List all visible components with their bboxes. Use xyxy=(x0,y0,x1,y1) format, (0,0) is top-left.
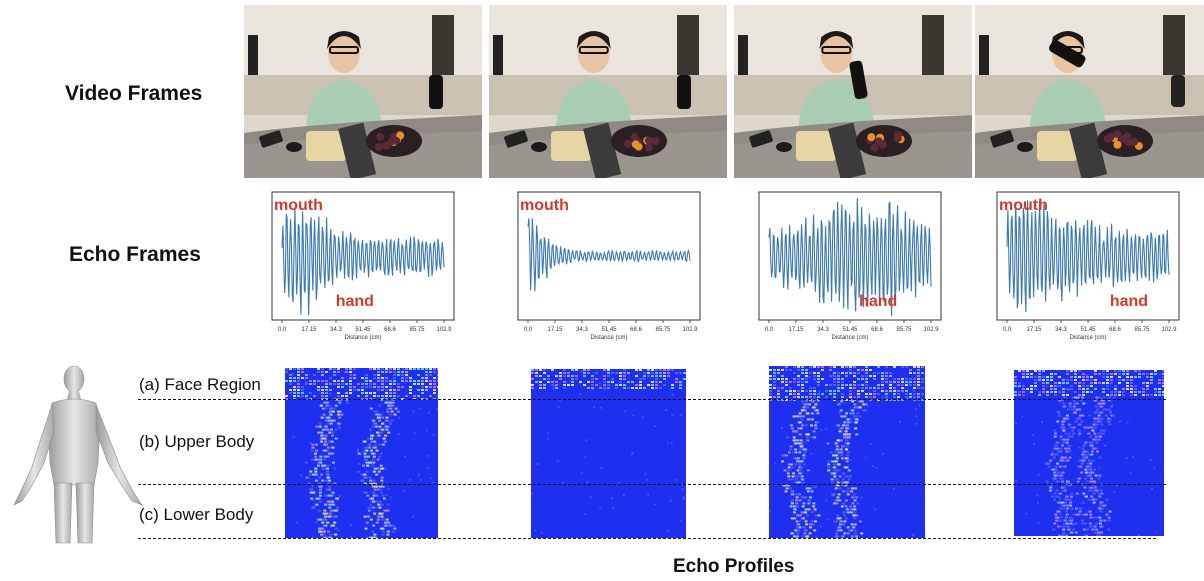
tick-label: 34.3 xyxy=(817,327,829,333)
divider-upper-lower xyxy=(138,484,1166,485)
video-frame-3 xyxy=(734,5,972,178)
axis-xlabel: Distance (cm) xyxy=(1069,335,1106,341)
tick-label: 34.3 xyxy=(1055,327,1067,333)
face-region-label: (a) Face Region xyxy=(139,375,261,394)
echo-signal-line xyxy=(527,218,691,292)
upper-body-label: (b) Upper Body xyxy=(139,432,255,451)
video-frame-2 xyxy=(489,5,727,178)
echo-frame-2: 0.0 17.15 34.3 51.45 68.6 85.75 102.9 Distance … xyxy=(512,190,702,342)
tick-label: 17.15 xyxy=(547,327,563,333)
mouth-annotation: mouth xyxy=(274,197,323,214)
lower-body-label: (c) Lower Body xyxy=(139,505,254,524)
axis-xlabel: Distance (cm) xyxy=(590,335,627,341)
tick-label: 102.9 xyxy=(1161,327,1177,333)
tick-label: 0.0 xyxy=(524,327,533,333)
axis-xlabel: Distance (cm) xyxy=(831,335,868,341)
tick-label: 34.3 xyxy=(576,327,588,333)
tick-label: 85.75 xyxy=(896,327,912,333)
echo-signal-line xyxy=(1006,200,1170,313)
tick-label: 102.9 xyxy=(923,327,939,333)
tick-label: 51.45 xyxy=(1080,327,1096,333)
tick-label: 68.6 xyxy=(871,327,883,333)
echo-signal-line xyxy=(281,207,445,316)
echo-profile-4 xyxy=(1014,370,1164,536)
echo-frame-3: 0.0 17.15 34.3 51.45 68.6 85.75 102.9 Distance … xyxy=(753,190,943,342)
video-frames-label: Video Frames xyxy=(65,82,203,105)
tick-label: 17.15 xyxy=(301,327,317,333)
echo-frame-4: 0.0 17.15 34.3 51.45 68.6 85.75 102.9 Distance … xyxy=(991,190,1181,342)
tick-label: 68.6 xyxy=(630,327,642,333)
echo-profile-1 xyxy=(285,368,438,538)
tick-label: 34.3 xyxy=(330,327,342,333)
tick-label: 102.9 xyxy=(436,327,452,333)
echo-profiles-label: Echo Profiles xyxy=(673,556,795,577)
video-frame-4 xyxy=(975,5,1204,178)
tick-label: 51.45 xyxy=(355,327,371,333)
divider-face-upper xyxy=(138,399,1166,400)
tick-label: 68.6 xyxy=(1109,327,1121,333)
tick-label: 51.45 xyxy=(842,327,858,333)
tick-label: 0.0 xyxy=(278,327,287,333)
mouth-annotation: mouth xyxy=(999,197,1048,214)
tick-label: 85.75 xyxy=(1134,327,1150,333)
echo-frame-1: 0.0 17.15 34.3 51.45 68.6 85.75 102.9 Distance … xyxy=(266,190,456,342)
tick-label: 0.0 xyxy=(1003,327,1012,333)
tick-label: 102.9 xyxy=(682,327,698,333)
tick-label: 85.75 xyxy=(409,327,425,333)
tick-label: 0.0 xyxy=(765,327,774,333)
tick-label: 51.45 xyxy=(601,327,617,333)
tick-label: 17.15 xyxy=(788,327,804,333)
video-frame-1 xyxy=(244,5,482,178)
tick-label: 85.75 xyxy=(655,327,671,333)
hand-annotation: hand xyxy=(1110,293,1148,310)
echo-profile-2 xyxy=(531,369,686,538)
tick-label: 68.6 xyxy=(384,327,396,333)
axis-xlabel: Distance (cm) xyxy=(344,335,381,341)
echo-frames-label: Echo Frames xyxy=(69,243,201,266)
divider-bottom xyxy=(138,538,1156,539)
hand-annotation: hand xyxy=(859,293,897,310)
human-body-figure xyxy=(13,365,143,544)
echo-profile-3 xyxy=(769,366,925,538)
hand-annotation: hand xyxy=(336,293,374,310)
echo-signal-line xyxy=(768,197,932,317)
tick-label: 17.15 xyxy=(1026,327,1042,333)
mouth-annotation: mouth xyxy=(520,197,569,214)
